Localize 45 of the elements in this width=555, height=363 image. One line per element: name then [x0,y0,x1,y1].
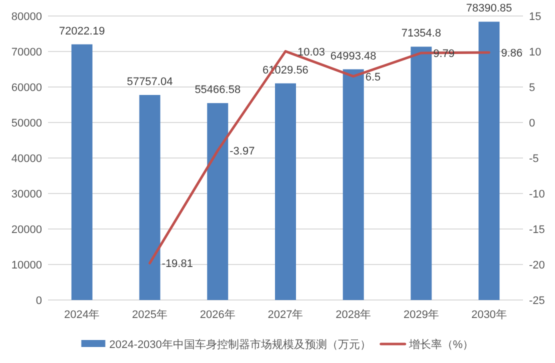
bar [71,44,92,300]
bar [478,22,500,300]
y-tick-label: 10000 [11,260,42,272]
data-label: 9.86 [501,47,522,60]
y-tick-label: 80000 [11,11,42,23]
data-label: 64993.48 [330,50,376,62]
y2-tick-label: 10 [529,46,542,58]
legend-label: 2024-2030年中国车身控制器市场规模及预测（万元） [109,338,371,351]
y2-tick-label: 0 [529,118,536,130]
y2-tick-label: -10 [529,188,545,200]
data-label: 71354.8 [401,28,442,40]
y-tick-label: 0 [36,295,42,307]
y2-tick-label: -20 [529,260,545,272]
bar [139,94,160,300]
y2-tick-label: 5 [529,82,536,94]
bar [410,46,432,300]
y-tick-label: 30000 [11,188,42,200]
bar [342,69,364,300]
bar [207,103,228,300]
data-label: 10.03 [298,46,326,58]
y-tick-label: 70000 [11,46,42,58]
x-tick-label: 2026年 [200,309,236,321]
y-tick-label: 20000 [11,224,42,236]
x-tick-label: 2024年 [64,309,100,321]
data-label: 78390.85 [466,2,512,15]
x-tick-label: 2025年 [132,309,168,321]
x-tick-label: 2029年 [403,309,439,321]
data-label: 6.5 [365,71,381,84]
data-label: 72022.19 [58,25,105,38]
legend-label: 增长率（%） [408,338,474,351]
y-tick-label: 40000 [11,153,42,165]
y2-tick-label: -15 [529,224,545,236]
data-label: 55466.58 [194,84,241,96]
y-tick-label: 50000 [11,118,42,130]
data-label: -19.81 [162,258,193,270]
bar [275,83,296,300]
y2-tick-label: -5 [529,153,539,165]
x-tick-label: 2028年 [336,309,372,321]
x-tick-label: 2027年 [268,309,304,321]
y2-tick-label: -25 [529,295,545,307]
y-tick-label: 60000 [11,82,42,94]
data-label: -3.97 [230,146,255,158]
data-label: 57757.04 [126,76,173,88]
x-tick-label: 2030年 [471,309,507,321]
y2-tick-label: 15 [529,11,542,23]
